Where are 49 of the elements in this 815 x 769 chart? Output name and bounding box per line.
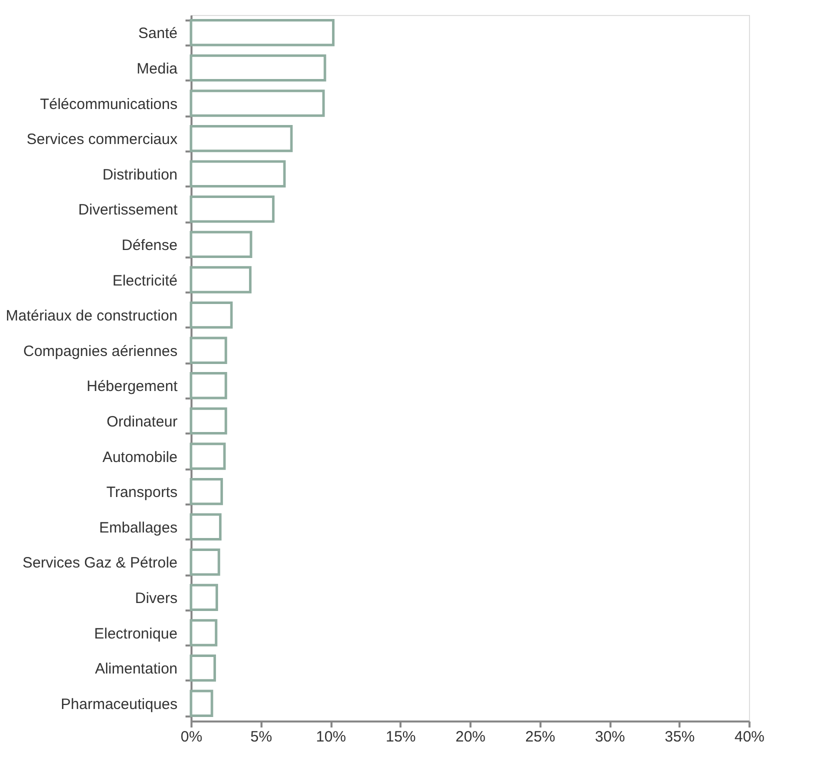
y-tick-label: Services commerciaux <box>26 131 178 148</box>
y-tick-label: Défense <box>122 236 178 254</box>
x-tick-label: 20% <box>455 728 486 746</box>
y-tick-label: Distribution <box>102 166 178 184</box>
x-tick-label: 0% <box>180 728 202 746</box>
x-tick-label: 15% <box>386 728 416 746</box>
x-tick-label: 30% <box>594 728 626 746</box>
x-tick-label: 10% <box>316 728 346 746</box>
bar <box>190 336 228 364</box>
bar <box>190 301 233 329</box>
y-tick-label: Divers <box>134 590 178 607</box>
bar <box>190 90 325 117</box>
y-tick-label: Santé <box>138 25 178 42</box>
x-tick-label: 35% <box>664 728 695 746</box>
x-tick-label: 5% <box>250 728 272 746</box>
bar <box>190 584 218 612</box>
bar <box>190 654 216 682</box>
bar <box>190 54 326 82</box>
y-tick-label: Automobile <box>102 448 178 466</box>
y-tick-label: Media <box>136 60 178 78</box>
y-tick-label: Emballages <box>99 519 178 536</box>
bar <box>190 442 226 470</box>
y-tick-label: Compagnies aériennes <box>23 342 178 360</box>
x-tick-label: 40% <box>734 728 765 746</box>
y-tick-label: Matériaux de construction <box>6 308 178 325</box>
y-tick-label: Services Gaz & Pétrole <box>22 554 178 572</box>
bar <box>190 124 293 152</box>
bar <box>190 548 220 576</box>
y-tick-label: Alimentation <box>94 660 178 678</box>
bar <box>190 19 335 46</box>
bar <box>190 513 222 540</box>
y-tick-label: Divertissement <box>78 202 178 219</box>
y-tick-label: Transports <box>106 484 178 502</box>
y-tick-label: Pharmaceutiques <box>60 696 178 713</box>
y-tick-label: Télécommunications <box>40 96 178 113</box>
bar <box>190 160 286 188</box>
x-tick-label: 25% <box>525 728 556 746</box>
y-tick-label: Electricité <box>112 272 178 290</box>
y-tick-label: Electronique <box>94 625 178 642</box>
bar <box>190 690 214 717</box>
bar <box>190 230 252 258</box>
bar <box>190 619 218 646</box>
bar <box>190 478 223 506</box>
bar <box>190 196 275 223</box>
bar <box>190 266 252 294</box>
bar <box>190 407 228 435</box>
y-tick-label: Hébergement <box>86 378 178 396</box>
y-tick-label: Ordinateur <box>106 413 178 430</box>
bar <box>190 372 228 400</box>
